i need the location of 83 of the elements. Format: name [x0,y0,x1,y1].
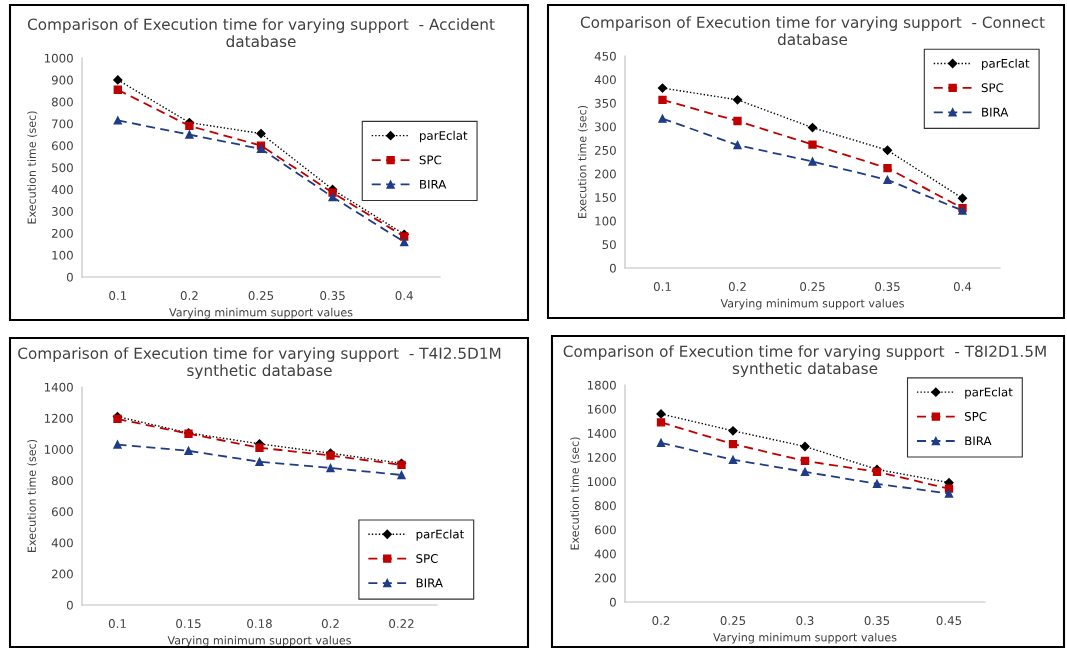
x-tick-label: 0.35 [320,291,345,301]
y-tick-label: 1000 [44,53,73,63]
x-axis-title: Varying minimum support values [713,632,897,644]
x-axis-title: Varying minimum support values [720,298,904,310]
x-tick-label: 0.2 [728,282,746,292]
x-tick-label: 0.25 [720,616,746,626]
y-tick-label: 600 [594,525,616,535]
y-tick-label: 150 [595,193,616,202]
y-tick-label: 500 [52,163,73,173]
y-tick-label: 800 [51,97,73,107]
x-axis-title: Varying minimum support values [167,635,351,647]
y-tick-label: 200 [595,573,616,583]
chart-title: Comparison of Execution time for varying support - Accident database [27,18,495,48]
y-tick-label: 400 [594,75,616,85]
x-tick-label: 0.2 [321,619,339,629]
y-tick-label: 300 [595,122,616,132]
y-tick-label: 600 [51,507,73,517]
y-tick-label: 1800 [587,380,616,390]
y-tick-label: 350 [595,98,616,108]
x-tick-label: 0.45 [936,616,962,626]
y-tick-label: 800 [51,476,73,486]
x-tick-label: 0.18 [247,619,272,629]
x-tick-label: 0.35 [875,282,900,292]
x-tick-label: 0.4 [953,282,972,292]
x-tick-label: 0.2 [652,616,670,626]
legend-label: BIRA [416,578,443,588]
y-axis-title: Execution time (sec) [577,105,588,218]
y-tick-label: 1000 [587,477,616,487]
y-tick-label: 900 [51,75,73,85]
y-tick-label: 400 [51,185,73,195]
x-tick-label: 0.25 [248,291,274,301]
y-tick-label: 1000 [44,445,73,454]
x-tick-label: 0.1 [109,291,127,301]
x-tick-label: 0.2 [180,291,198,301]
x-tick-label: 0.35 [864,616,890,626]
x-tick-label: 0.15 [176,619,201,629]
y-axis-title: Execution time (sec) [27,439,38,552]
y-tick-label: 200 [595,169,616,179]
y-tick-label: 1400 [587,428,616,438]
x-tick-label: 0.25 [800,282,825,292]
y-axis-title: Execution time (sec) [27,111,38,224]
y-tick-label: 0 [66,272,73,282]
legend-label: parEclat [420,130,468,143]
y-tick-label: 700 [52,119,73,129]
y-tick-label: 1200 [44,413,73,423]
chart-title: Comparison of Execution time for varying support - T4I2.5D1M synthetic database [18,347,501,380]
legend-label: SPC [416,554,438,563]
x-tick-label: 0.1 [108,619,126,629]
y-tick-label: 50 [602,240,616,250]
x-tick-label: 0.3 [796,616,814,626]
y-tick-label: 800 [594,501,616,511]
x-tick-label: 0.1 [653,282,671,292]
y-tick-label: 1400 [44,382,73,392]
y-tick-label: 400 [51,538,73,548]
y-tick-label: 600 [51,141,73,151]
y-tick-label: 100 [52,250,73,260]
y-axis-title: Execution time (sec) [570,437,581,550]
y-tick-label: 1600 [587,404,616,414]
y-tick-label: 200 [52,228,73,238]
chart-title: Comparison of Execution time for varying support - Connect database [580,16,1045,46]
y-tick-label: 300 [52,207,73,216]
legend-label: SPC [964,411,987,421]
chart-title: Comparison of Execution time for varying support - T8I2D1.5M synthetic database [563,345,1046,378]
legend-label: parEclat [965,387,1013,399]
y-tick-label: 250 [595,145,616,155]
y-tick-label: 0 [609,597,616,607]
legend-label: BIRA [420,179,447,189]
legend-label: SPC [419,155,442,165]
x-tick-label: 0.22 [389,619,414,629]
y-tick-label: 450 [594,51,616,61]
y-tick-label: 1200 [587,453,616,462]
y-tick-label: 400 [594,549,616,559]
x-axis-title: Varying minimum support values [169,307,353,319]
y-tick-label: 0 [66,600,73,610]
legend-label: BIRA [982,107,1009,117]
y-tick-label: 200 [52,569,73,579]
legend-label: SPC [981,83,1004,93]
legend-label: parEclat [416,529,464,541]
legend-label: parEclat [982,58,1030,71]
y-tick-label: 100 [595,216,616,226]
legend-label: BIRA [965,436,992,446]
y-tick-label: 0 [609,263,616,273]
x-tick-label: 0.4 [395,291,413,301]
